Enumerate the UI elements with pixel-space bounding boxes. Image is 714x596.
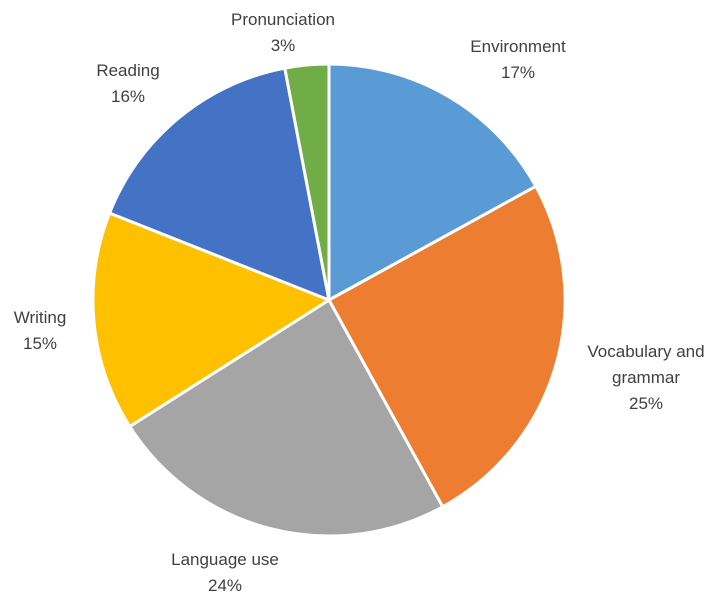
pie-slice-vocabulary-and-grammar bbox=[327, 184, 567, 509]
pie-slices bbox=[91, 62, 567, 538]
slice-name-label: Pronunciation bbox=[231, 10, 335, 29]
slice-label-environment: Environment 17% bbox=[470, 37, 566, 82]
slice-name-label: grammar bbox=[612, 368, 680, 387]
slice-name-label: Language use bbox=[171, 550, 279, 569]
slice-label-language-use: Language use 24% bbox=[171, 550, 279, 595]
slice-label-writing: Writing 15% bbox=[14, 308, 67, 353]
pie-slice-environment bbox=[327, 62, 538, 302]
slice-value-label: 24% bbox=[208, 576, 242, 595]
pie-slice-language-use bbox=[128, 298, 445, 538]
pie-slice-pronunciation bbox=[283, 62, 331, 302]
slice-label-vocabulary-and-grammar: Vocabulary and grammar 25% bbox=[587, 342, 704, 413]
slice-name-label: Reading bbox=[96, 61, 159, 80]
slice-value-label: 17% bbox=[501, 63, 535, 82]
slice-label-pronunciation: Pronunciation 3% bbox=[231, 10, 335, 55]
slice-label-reading: Reading 16% bbox=[96, 61, 159, 106]
slice-name-label: Environment bbox=[470, 37, 566, 56]
slice-name-label: Vocabulary and bbox=[587, 342, 704, 361]
pie-slice-writing bbox=[91, 211, 331, 428]
slice-value-label: 25% bbox=[629, 394, 663, 413]
slice-value-label: 15% bbox=[23, 334, 57, 353]
slice-name-label: Writing bbox=[14, 308, 67, 327]
pie-slice-reading bbox=[108, 66, 331, 302]
pie-labels: Environment 17% Vocabulary and grammar 25% La… bbox=[14, 10, 705, 595]
slice-value-label: 3% bbox=[271, 36, 296, 55]
slice-value-label: 16% bbox=[111, 87, 145, 106]
